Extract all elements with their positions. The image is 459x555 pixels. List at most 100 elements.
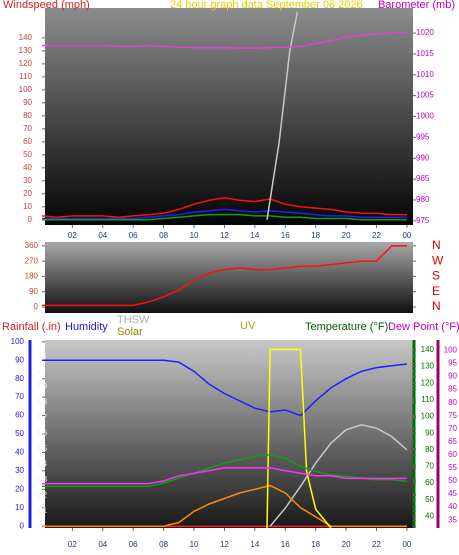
y-tick-label: 20 [23, 189, 32, 198]
y-tick-label: 0.6 [36, 428, 48, 437]
y-tick-label: 95 [448, 359, 457, 368]
y-tick-label: 110 [19, 72, 32, 81]
legend-label: Temperature (°F) [305, 321, 388, 333]
y-tick-label: 50 [23, 150, 32, 159]
y-tick-label: 1000 [416, 112, 434, 121]
y-tick-label: 40 [425, 511, 434, 520]
legend-label: UV [240, 320, 256, 332]
x-tick-label: 18 [311, 231, 320, 240]
x-tick-label: 14 [250, 540, 259, 549]
x-tick-label: 04 [98, 540, 107, 549]
y-tick-label: 85 [448, 385, 457, 394]
x-tick-label: 08 [159, 540, 168, 549]
y-tick-label: 80 [448, 398, 457, 407]
plot-area [45, 8, 413, 225]
y-tick-label: 30 [15, 466, 24, 475]
y-tick-label: 1010 [416, 70, 434, 79]
y-tick-label: 90 [29, 287, 38, 296]
legend-label: Dew Point (°F) [388, 321, 459, 333]
y-tick-label: 10 [23, 202, 32, 211]
x-tick-label: 16 [281, 231, 290, 240]
y-tick-label: 80 [23, 111, 32, 120]
y-tick-label: 1015 [416, 49, 434, 58]
y-tick-label: 975 [416, 216, 430, 225]
y-tick-label: 100 [19, 85, 33, 94]
y-tick-label: N [432, 299, 441, 313]
x-tick-label: 10 [190, 540, 199, 549]
legend-label: THSW [117, 314, 150, 326]
series-line [266, 348, 332, 529]
y-tick-label: 60 [23, 137, 32, 146]
y-tick-label: 995 [416, 132, 430, 141]
plot-area [45, 340, 413, 528]
y-tick-label: 100 [421, 412, 435, 421]
y-tick-label: 100 [444, 346, 458, 355]
y-tick-label: 100 [11, 337, 25, 346]
y-tick-label: 980 [416, 195, 430, 204]
x-tick-label: 06 [129, 540, 138, 549]
y-tick-label: 55 [448, 463, 457, 472]
y-tick-label: 140 [19, 33, 33, 42]
y-tick-label: 0.1 [36, 506, 48, 515]
y-tick-label: 0.8 [36, 397, 48, 406]
y-tick-label: 80 [425, 445, 434, 454]
y-tick-label: 90 [23, 98, 32, 107]
y-tick-label: 270 [25, 256, 39, 265]
x-tick-label: 04 [98, 231, 107, 240]
y-tick-label: N [432, 238, 441, 252]
y-tick-label: 0 [34, 302, 39, 311]
y-tick-label: 180 [25, 272, 39, 281]
chart-title: 24 hour graph data September 06 2026 [170, 0, 363, 11]
y-tick-label: 70 [448, 424, 457, 433]
x-tick-label: 12 [220, 231, 229, 240]
x-tick-label: 16 [281, 540, 290, 549]
series-line [42, 467, 407, 485]
y-tick-label: 50 [425, 495, 434, 504]
y2-axis-title: Barometer (mb) [378, 0, 455, 11]
series-line [42, 359, 407, 417]
series-line [42, 31, 407, 49]
series-line [42, 484, 407, 527]
y-tick-label: 1 [36, 366, 41, 375]
x-tick-label: 14 [250, 231, 259, 240]
legend-label: Humidity [65, 321, 108, 333]
y-tick-label: 60 [15, 411, 24, 420]
x-tick-label: 06 [129, 231, 138, 240]
y-tick-label: 120 [421, 378, 435, 387]
y-tick-label: 130 [421, 362, 435, 371]
x-tick-label: 12 [220, 540, 229, 549]
y-tick-label: 50 [15, 429, 24, 438]
y-tick-label: 0.5 [36, 444, 48, 453]
y-tick-label: 90 [425, 428, 434, 437]
legend-label: Solar [117, 326, 143, 338]
y-tick-label: 0.7 [36, 413, 48, 422]
x-tick-label: 00 [402, 540, 411, 549]
y-tick-label: 40 [23, 163, 32, 172]
series-line [42, 213, 407, 221]
series-line [42, 245, 407, 307]
y-tick-label: 70 [23, 124, 32, 133]
y-tick-label: 90 [15, 355, 24, 364]
x-tick-label: 10 [190, 231, 199, 240]
y-tick-label: 60 [448, 450, 457, 459]
y-tick-label: 140 [421, 345, 435, 354]
y-tick-label: E [432, 284, 440, 298]
y-tick-label: 0.2 [36, 490, 48, 499]
x-tick-label: 22 [372, 231, 381, 240]
y-tick-label: 30 [23, 176, 32, 185]
y-tick-label: 75 [448, 411, 457, 420]
y-tick-label: 120 [19, 59, 33, 68]
series-line [266, 11, 299, 220]
y-tick-label: 0 [20, 521, 25, 530]
y-tick-label: 70 [425, 462, 434, 471]
y-tick-label: 990 [416, 153, 430, 162]
y-tick-label: 45 [448, 489, 457, 498]
x-tick-label: 22 [372, 540, 381, 549]
x-tick-label: 20 [342, 231, 351, 240]
series-line [42, 454, 407, 488]
x-tick-label: 18 [311, 540, 320, 549]
y-tick-label: 20 [15, 484, 24, 493]
x-tick-label: 02 [68, 231, 77, 240]
y-tick-label: 1.1 [36, 351, 48, 360]
